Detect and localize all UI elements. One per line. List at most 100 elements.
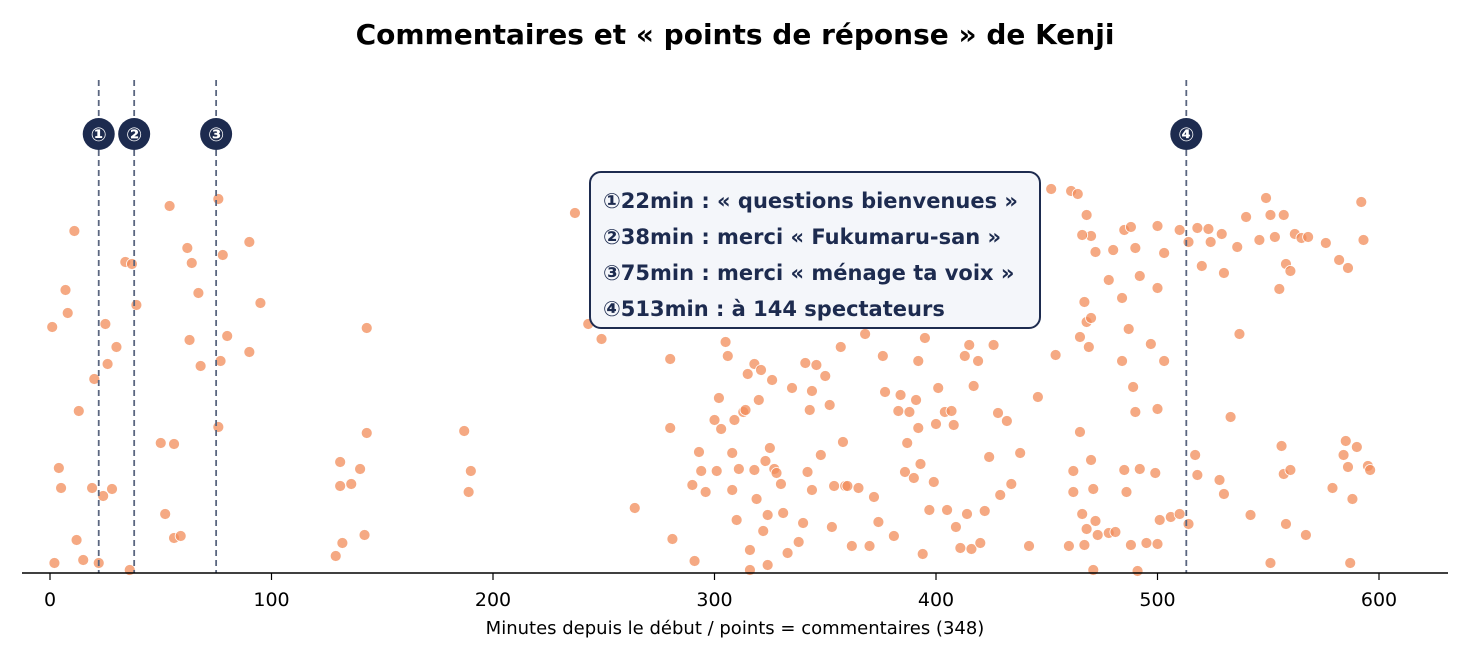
comment-point [458, 425, 471, 437]
comment-point [947, 419, 960, 431]
comment-point [1218, 267, 1230, 279]
comment-point [1350, 441, 1363, 453]
comment-point [110, 341, 123, 353]
comment-point [1337, 449, 1350, 461]
comment-point [916, 548, 929, 560]
comment-point [930, 418, 942, 430]
comment-point [965, 543, 978, 555]
comment-point [1277, 209, 1290, 221]
comment-point [978, 505, 991, 517]
marker-badge-1 [82, 118, 115, 150]
comment-point [1127, 381, 1140, 393]
comment-point [163, 200, 176, 212]
comment-point [1074, 426, 1086, 438]
comment-point [126, 258, 138, 270]
comment-point [695, 465, 708, 477]
comment-point [1224, 411, 1237, 423]
comment-point [721, 350, 734, 362]
comment-point [1122, 323, 1135, 335]
comment-point [1195, 260, 1208, 272]
comment-point [1074, 331, 1086, 343]
comment-point [872, 516, 885, 528]
comment-point [1253, 234, 1266, 246]
comment-point [799, 357, 812, 369]
comment-point [1080, 209, 1093, 221]
comment-point [1076, 229, 1089, 241]
comment-point [748, 464, 761, 476]
comment-point [192, 287, 205, 299]
comment-point [863, 540, 876, 552]
comment-point [888, 530, 900, 542]
comment-point [801, 466, 814, 478]
comment-point [903, 406, 916, 418]
comment-point [1189, 449, 1202, 461]
comment-point [1116, 355, 1128, 367]
comment-point [1275, 440, 1288, 452]
comment-point [810, 359, 823, 371]
comment-point [1151, 282, 1164, 294]
comment-point [1355, 196, 1368, 208]
comment-point [693, 446, 705, 458]
comment-point [77, 554, 90, 566]
comment-point [1078, 296, 1091, 308]
comment-point [101, 358, 114, 370]
marker-label-3: ③ [208, 124, 224, 146]
comment-point [59, 284, 72, 296]
comment-point [941, 504, 953, 516]
comment-point [183, 334, 196, 346]
comment-point [987, 339, 1000, 351]
comment-point [1191, 469, 1204, 481]
comment-point [974, 537, 987, 549]
comment-point [963, 339, 976, 351]
comment-point [358, 529, 371, 541]
comment-point [334, 456, 347, 468]
comment-point [967, 380, 980, 392]
comment-point [1218, 488, 1230, 500]
comment-point [1213, 474, 1226, 486]
marker-label-1: ① [91, 124, 107, 146]
comment-point [914, 458, 927, 470]
comment-point [732, 463, 745, 475]
annotation-line-3: ③75min : merci « ménage ta voix » [603, 261, 1015, 285]
comment-point [48, 557, 61, 569]
comment-point [595, 333, 608, 345]
comment-point [212, 193, 225, 205]
comment-point [954, 542, 967, 554]
comment-point [919, 332, 931, 344]
comment-point [221, 330, 234, 342]
comment-point [726, 447, 739, 459]
comment-point [739, 404, 752, 416]
comment-point [713, 392, 725, 404]
comment-point [708, 414, 721, 426]
comment-point [1284, 265, 1297, 277]
comment-point [932, 382, 945, 394]
comment-point [360, 427, 373, 439]
comment-point [1204, 236, 1217, 248]
annotation-line-2: ②38min : merci « Fukumaru-san » [603, 225, 1002, 249]
comment-point [741, 368, 754, 380]
comment-point [68, 225, 81, 237]
comment-point [1067, 486, 1080, 498]
comment-point [688, 555, 701, 567]
comment-point [464, 465, 477, 477]
comment-point [927, 476, 940, 488]
comment-point [1063, 540, 1075, 552]
comment-point [757, 525, 770, 537]
comment-point [983, 451, 996, 463]
comment-point [1078, 539, 1091, 551]
comment-point [1085, 312, 1097, 324]
comment-point [72, 405, 85, 417]
comment-point [1116, 292, 1128, 304]
comment-point [950, 521, 962, 533]
comment-point [1087, 564, 1100, 576]
x-tick-label: 400 [918, 589, 954, 611]
comment-point [1346, 493, 1359, 505]
comment-point [1109, 526, 1122, 538]
comment-point [1173, 508, 1186, 520]
comment-point [1158, 247, 1171, 259]
comment-point [185, 257, 198, 269]
comment-point [1125, 539, 1137, 551]
comment-point [1268, 231, 1281, 243]
comment-point [106, 483, 118, 495]
comment-point [214, 355, 227, 367]
